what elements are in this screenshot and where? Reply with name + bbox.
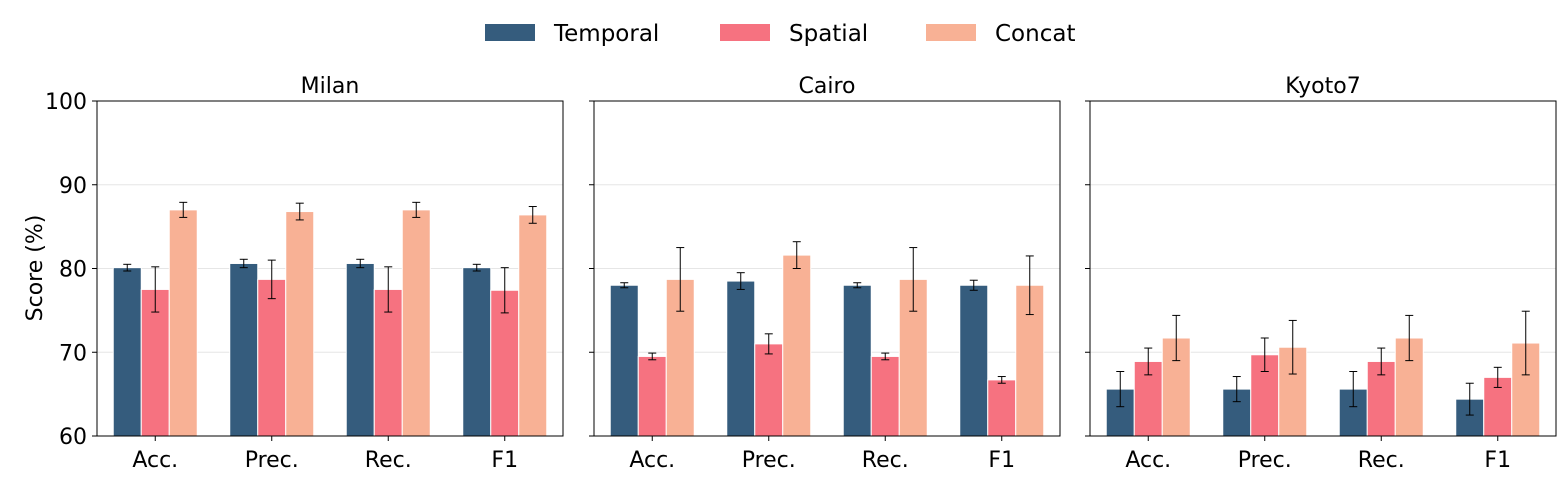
legend-item-spatial: Spatial [720,21,868,47]
axes-frame [96,100,564,437]
bar-concat [168,209,198,437]
x-tick-label: Prec. [245,448,299,473]
legend-swatch [720,24,770,41]
x-tick-label: Acc. [1125,448,1171,473]
bar-temporal [726,280,756,437]
y-tick-label: 90 [59,174,87,199]
bar-concat [401,209,431,437]
axes-frame [1089,100,1557,437]
bar-temporal [112,267,142,437]
panel-milan: 60 70 80 90 100 Acc. Prec. Rec. F1 Milan [45,74,564,473]
bar-temporal [842,284,872,437]
bar-temporal [609,284,639,437]
legend-label: Spatial [789,21,868,47]
axes-frame [593,100,1061,437]
panel-title: Kyoto7 [1285,74,1360,99]
x-tick-label: Rec. [365,448,412,473]
legend-swatch [485,24,535,41]
x-tick-label: F1 [1484,448,1511,473]
panels: 60 70 80 90 100 Acc. Prec. Rec. F1 Milan Acc. Prec.… [45,74,1557,473]
y-tick-label: 60 [59,425,87,450]
x-tick-label: Prec. [742,448,796,473]
bar-concat [782,254,812,437]
y-axis-label: Score (%) [23,215,48,322]
panel-title: Cairo [799,74,856,99]
bar-temporal [462,267,492,437]
y-tick-label: 80 [59,258,87,283]
bar-spatial [987,379,1017,437]
bar-concat [518,214,548,437]
bar-spatial [754,343,784,437]
panel-kyoto7: Acc. Prec. Rec. F1 Kyoto7 [1085,74,1557,473]
x-tick-label: F1 [491,448,518,473]
x-tick-label: Rec. [1358,448,1405,473]
bar-spatial [637,355,667,437]
legend-item-temporal: Temporal [485,21,659,47]
bar-spatial [490,289,520,437]
x-tick-label: Acc. [132,448,178,473]
legend-item-concat: Concat [926,21,1075,47]
panel-title: Milan [301,74,360,99]
y-tick-label: 100 [45,90,87,115]
bar-temporal [229,262,259,437]
x-tick-label: F1 [988,448,1015,473]
x-tick-label: Rec. [862,448,909,473]
panel-cairo: Acc. Prec. Rec. F1 Cairo [589,74,1061,473]
y-tick-label: 70 [59,341,87,366]
legend: Temporal Spatial Concat [485,21,1075,47]
bar-spatial [140,288,170,437]
bar-spatial [257,278,287,437]
x-tick-label: Acc. [629,448,675,473]
bar-temporal [959,284,989,437]
legend-label: Concat [995,21,1075,47]
bar-spatial [870,355,900,437]
legend-label: Temporal [553,21,659,47]
bar-concat [285,211,315,437]
x-tick-label: Prec. [1238,448,1292,473]
legend-swatch [926,24,976,41]
bar-temporal [345,262,375,437]
